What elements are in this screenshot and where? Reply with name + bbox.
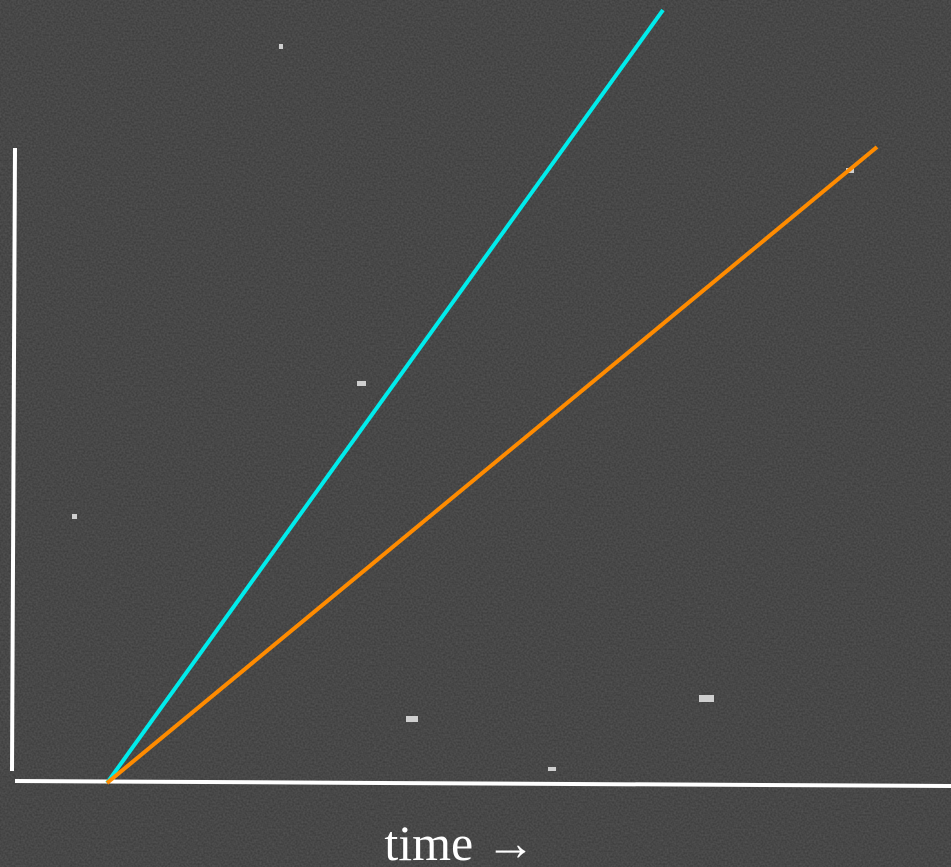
noise-texture [0,0,951,867]
kymograph: time → [0,0,951,867]
speckle [72,514,77,519]
x-axis-label: time → [384,815,535,867]
speckle [548,767,556,771]
speckle [406,716,418,722]
page: {"x_axis_label": "time →"} time → (() =>… [0,0,951,867]
speckle [357,381,366,386]
speckle [279,44,283,49]
speckle [699,695,714,702]
